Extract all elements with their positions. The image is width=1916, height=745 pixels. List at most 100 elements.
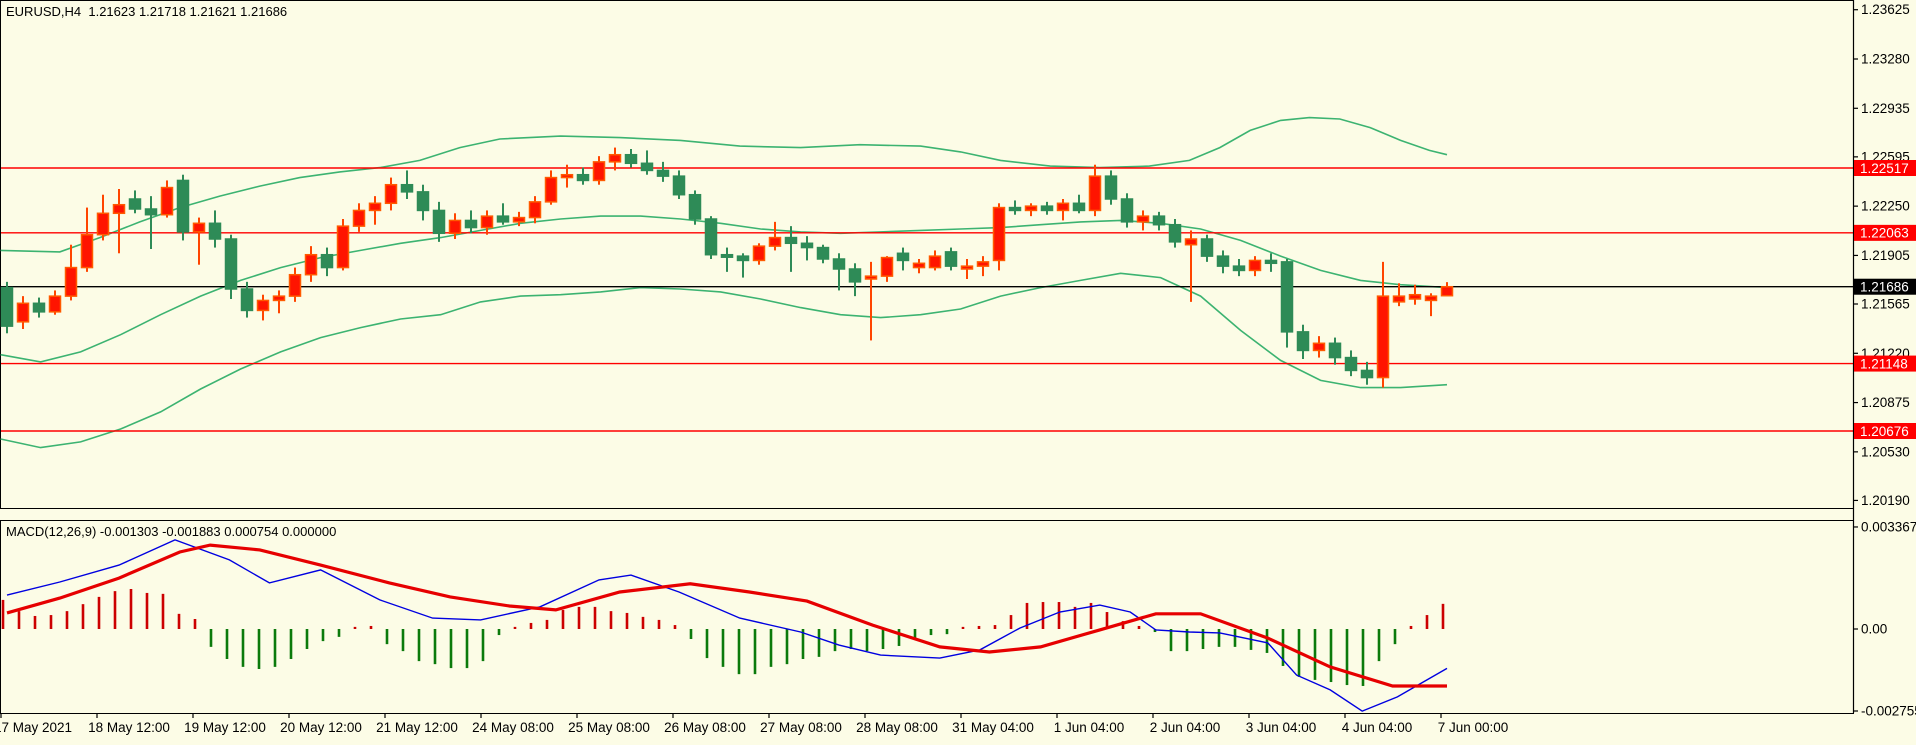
candle-body	[1376, 295, 1390, 379]
candle-body	[1152, 215, 1166, 226]
candle-body	[16, 302, 30, 323]
candle-body	[1216, 255, 1230, 267]
bear-candle	[944, 247, 958, 271]
date-tick-label: 7 Jun 00:00	[1438, 720, 1509, 735]
badge-text: 1.21148	[1860, 356, 1908, 371]
bear-candle	[1168, 219, 1182, 248]
bull-candle	[1376, 261, 1390, 388]
candle-body	[816, 246, 830, 260]
bull-candle	[1392, 283, 1406, 307]
candle-body	[672, 175, 686, 196]
bear-candle	[128, 190, 142, 214]
bull-candle	[864, 261, 878, 341]
bear-candle	[1296, 324, 1310, 359]
candle-body	[944, 251, 958, 267]
bull-candle	[16, 296, 30, 329]
price-level-badge: 1.22517	[1854, 160, 1916, 176]
price-level-badge: 1.21148	[1854, 355, 1916, 372]
price-tick-label: 1.20875	[1861, 395, 1910, 410]
candle-body	[928, 255, 942, 269]
bull-candle	[64, 244, 78, 301]
candle-body	[1248, 259, 1262, 272]
bear-candle	[1152, 211, 1166, 231]
date-tick-label: 27 May 08:00	[760, 720, 842, 735]
candle-body	[576, 173, 590, 182]
date-tick-label: 18 May 12:00	[88, 720, 170, 735]
bear-candle	[1104, 170, 1118, 205]
date-tick-label: 4 Jun 04:00	[1342, 720, 1413, 735]
candle-body	[624, 153, 638, 165]
bear-candle	[640, 150, 654, 175]
candle-body	[1200, 238, 1214, 257]
candle-body	[48, 295, 62, 313]
candle-body	[1088, 175, 1102, 212]
bear-candle	[1344, 350, 1358, 377]
bear-candle	[0, 281, 14, 334]
candle-body	[1072, 202, 1086, 212]
candle-body	[1184, 238, 1198, 246]
candle-body	[80, 233, 94, 269]
bear-candle	[1120, 193, 1134, 228]
bull-candle	[160, 180, 174, 218]
candle-body	[912, 262, 926, 269]
candle-body	[528, 201, 542, 219]
candle-body	[464, 219, 478, 229]
candle-body	[32, 302, 46, 313]
candle-body	[960, 265, 974, 270]
date-tick-label: 25 May 08:00	[568, 720, 650, 735]
candle-body	[496, 215, 510, 223]
candle-body	[1264, 259, 1278, 265]
bear-candle	[208, 210, 222, 248]
bull-candle	[1184, 230, 1198, 302]
macd-tick-label: -0.002755	[1861, 704, 1916, 719]
bull-candle	[992, 203, 1006, 271]
bear-candle	[736, 253, 750, 278]
candle-body	[1008, 206, 1022, 212]
bull-candle	[288, 267, 302, 302]
candle-body	[416, 191, 430, 212]
candle-body	[1312, 342, 1326, 352]
price-axis[interactable]: 1.236251.232801.229351.225951.222501.219…	[1852, 0, 1916, 719]
bear-candle	[176, 174, 190, 241]
date-axis[interactable]: 17 May 2021 18 May 12:00 19 May 12:00 20 Ma…	[0, 713, 1508, 735]
bull-candle	[1440, 282, 1454, 297]
candle-body	[64, 266, 78, 297]
bull-candle	[304, 246, 318, 282]
date-tick-label: 24 May 08:00	[472, 720, 554, 735]
price-tick-label: 1.21565	[1861, 297, 1910, 312]
bull-candle	[1248, 256, 1262, 277]
candle-body	[896, 252, 910, 262]
main-pane[interactable]	[0, 116, 1853, 449]
bear-candle	[464, 210, 478, 234]
candle-body	[1344, 356, 1358, 372]
bollinger-lower-band	[0, 272, 1448, 449]
candle-body	[560, 173, 574, 179]
candle-body	[640, 162, 654, 172]
bull-candle	[384, 177, 398, 211]
candle-body	[1024, 205, 1038, 212]
candle-body	[1296, 331, 1310, 352]
bear-candle	[1264, 253, 1278, 272]
candle-body	[176, 179, 190, 233]
bull-candle	[96, 194, 110, 241]
candle-body	[1120, 198, 1134, 223]
price-tick-label: 1.22935	[1861, 101, 1910, 116]
candle-body	[720, 253, 734, 258]
candle-body	[432, 209, 446, 235]
candle-body	[272, 295, 286, 302]
candle-body	[832, 258, 846, 270]
bear-candle	[320, 247, 334, 277]
candle-body	[208, 222, 222, 240]
price-tick-label: 1.20530	[1861, 444, 1910, 459]
macd-pane[interactable]	[1, 539, 1448, 712]
badge-text: 1.22517	[1860, 161, 1909, 176]
candle-body	[656, 169, 670, 177]
bull-candle	[272, 290, 286, 314]
candle-body	[368, 202, 382, 212]
candle-body	[128, 198, 142, 210]
bull-candle	[1088, 164, 1102, 217]
price-tick-label: 1.21905	[1861, 248, 1910, 263]
